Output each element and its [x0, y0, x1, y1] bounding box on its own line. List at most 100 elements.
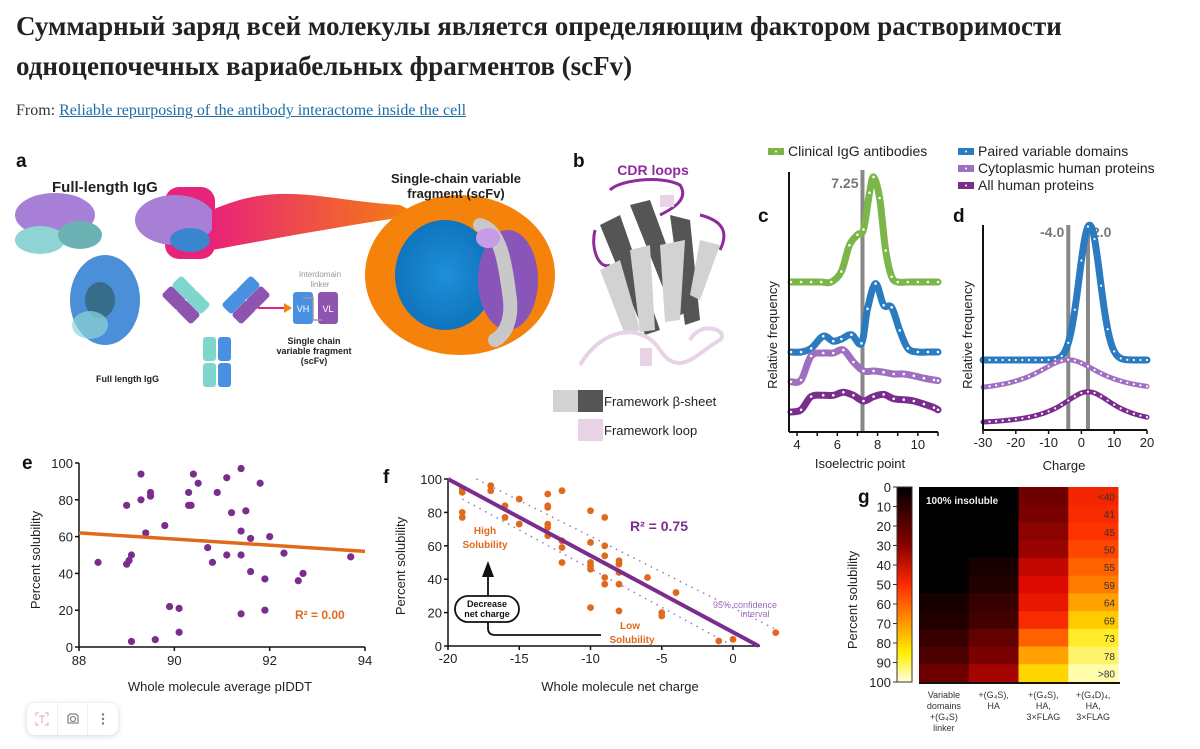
scfv-title-2: fragment (scFv) — [407, 186, 505, 201]
lens-button[interactable] — [58, 703, 89, 735]
x-tick-label: -20 — [439, 651, 458, 666]
data-point — [125, 556, 133, 565]
data-point — [247, 534, 255, 543]
series-point — [829, 280, 833, 284]
high-solubility-label: High — [474, 526, 496, 537]
series-point — [1132, 358, 1135, 362]
marker-label: 7.25 — [831, 175, 858, 191]
row-label: 59 — [1104, 581, 1116, 592]
series-point — [1145, 358, 1149, 362]
series-point — [1126, 381, 1129, 384]
data-point — [175, 628, 183, 636]
heatmap-cell — [919, 664, 970, 683]
x-tick-label: 10 — [1107, 435, 1121, 450]
series-point — [866, 307, 869, 311]
series-point — [1119, 407, 1122, 410]
series-point — [1086, 390, 1090, 393]
heatmap-cell — [919, 540, 970, 559]
series-point — [896, 280, 900, 284]
series-point — [1014, 418, 1017, 421]
heatmap-cell — [919, 487, 970, 506]
series-point — [995, 384, 998, 387]
series-point — [1080, 259, 1083, 262]
heatmap-cell — [968, 611, 1019, 630]
category-label: +(G₄S), — [978, 690, 1008, 700]
heatmap-cell — [1018, 611, 1069, 630]
series-point — [1021, 417, 1024, 420]
data-point — [237, 464, 245, 473]
series-point — [1119, 357, 1122, 360]
scfv-caption-2: variable fragment — [276, 346, 351, 356]
series-point — [1027, 358, 1031, 362]
heatmap-cell — [1068, 575, 1119, 594]
series-point — [1008, 418, 1011, 422]
panel-g: g Percent solubility 100% insoluble <40 41… — [845, 480, 1120, 733]
series-point — [1139, 414, 1142, 417]
data-point — [615, 607, 623, 615]
x-tick-label: 0 — [1078, 435, 1085, 450]
y-tick-label: 0 — [66, 640, 73, 655]
heatmap-cell — [1068, 593, 1119, 612]
data-point — [123, 501, 131, 509]
series-point — [1080, 391, 1083, 395]
text-select-button[interactable] — [27, 703, 58, 735]
data-point — [587, 565, 594, 573]
data-point — [558, 544, 566, 551]
data-point — [601, 574, 609, 581]
category-label: HA, — [1086, 701, 1101, 711]
series-point — [1126, 410, 1129, 413]
series-point — [872, 369, 875, 373]
data-point — [615, 580, 623, 588]
page-title: Суммарный заряд всей молекулы является о… — [16, 11, 1062, 81]
heatmap-cell — [968, 504, 1019, 523]
data-point — [161, 521, 169, 530]
insoluble-annotation: 100% insoluble — [926, 496, 999, 507]
series-point — [1073, 359, 1076, 362]
series-point — [1060, 359, 1063, 362]
category-label: HA — [987, 701, 1000, 711]
category-label: +(G₄S) — [930, 712, 958, 722]
data-point — [165, 602, 174, 611]
heatmap-cell — [1018, 522, 1069, 541]
panel-b-label: b — [573, 151, 585, 172]
heatmap-cell — [919, 646, 970, 665]
source-article-link[interactable]: Reliable repurposing of the antibody int… — [59, 102, 467, 119]
heatmap-cell — [1018, 557, 1069, 577]
series-point — [1067, 399, 1070, 402]
x-tick-label: -10 — [1039, 435, 1058, 450]
r-squared-label: R² = 0.00 — [295, 608, 345, 622]
data-point — [261, 606, 269, 614]
linker-label-2: linker — [310, 280, 329, 289]
series-line — [787, 388, 942, 416]
series-point — [862, 369, 865, 373]
data-point — [261, 575, 269, 583]
x-tick-label: 88 — [72, 653, 86, 668]
series-point — [862, 399, 865, 403]
series-point — [819, 280, 823, 284]
series-point — [988, 358, 991, 362]
legend-label: Cytoplasmic human proteins — [978, 160, 1155, 176]
series-point — [1086, 225, 1090, 228]
series-point — [1014, 379, 1017, 383]
colorbar-tick-label: 30 — [877, 539, 891, 554]
data-point — [227, 509, 236, 517]
heatmap-cell — [1068, 522, 1119, 541]
heatmap-cell — [968, 575, 1019, 594]
y-tick-label: 80 — [428, 505, 442, 520]
series-point — [1093, 391, 1096, 395]
series-point — [1040, 358, 1044, 362]
series-point — [872, 395, 875, 398]
y-tick-label: 20 — [428, 606, 442, 621]
series-point — [922, 376, 926, 380]
series-point — [916, 350, 920, 354]
more-options-button[interactable] — [88, 703, 118, 735]
data-point — [587, 604, 594, 611]
decrease-charge-badge — [454, 595, 520, 623]
data-point — [487, 487, 495, 495]
data-point — [280, 549, 288, 557]
panel-f-ylabel: Percent solubility — [393, 516, 408, 615]
scfv-ribbon-image — [578, 178, 726, 367]
series-point — [1139, 384, 1142, 387]
series-point — [789, 410, 793, 414]
heatmap-cell — [1018, 540, 1069, 559]
